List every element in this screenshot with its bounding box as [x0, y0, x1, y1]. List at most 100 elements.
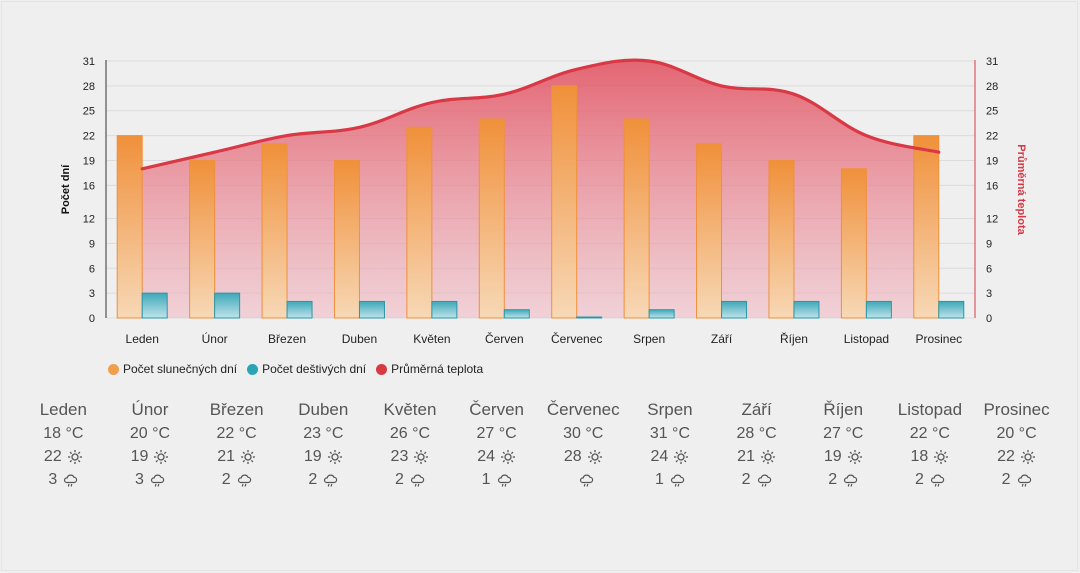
month-sunny-days: 22 [20, 445, 107, 468]
month-rainy-days: 2 [713, 468, 800, 491]
sun-icon [153, 449, 169, 465]
month-temperature: 28 °C [736, 425, 777, 442]
sun-icon [67, 449, 83, 465]
rainy-days-value: 3 [48, 471, 58, 488]
legend-item-temperature[interactable]: Průměrná teplota [376, 362, 483, 376]
y2-tick-label: 16 [986, 180, 998, 192]
sunny-days-value: 22 [43, 448, 62, 465]
rainy-days-bar [431, 300, 458, 319]
rain-cloud-icon [236, 472, 252, 488]
sunny-days-value: 23 [390, 448, 409, 465]
month-name: Listopad [897, 400, 963, 419]
sun-icon [847, 449, 863, 465]
rainy-days-bar [865, 300, 892, 319]
legend-label-rainy: Počet deštivých dní [262, 362, 367, 376]
month-sunny-days: 21 [193, 445, 280, 468]
sunny-days-value: 28 [563, 448, 582, 465]
monthly-summary-table: Leden 18 °C 22 3 Únor 20 °C 19 3 Březen 22 °C 21 2 D… [20, 398, 1060, 491]
month-rainy-days: 2 [280, 468, 367, 491]
sunny-days-bar [189, 159, 216, 319]
month-temperature: 27 °C [476, 425, 517, 442]
y-tick-label: 0 [89, 313, 95, 325]
month-rainy-days: 1 [453, 468, 540, 491]
y-tick-label: 31 [83, 56, 95, 68]
x-tick-label: Září [711, 332, 733, 346]
sun-icon [327, 449, 343, 465]
month-name: Červen [469, 400, 525, 419]
month-temperature: 22 °C [909, 425, 950, 442]
month-temperature: 20 °C [996, 425, 1037, 442]
month-sunny-days: 24 [453, 445, 540, 468]
sun-icon [673, 449, 689, 465]
y2-tick-label: 31 [986, 56, 998, 68]
rainy-days-bar [793, 300, 820, 319]
rainy-days-value: 2 [395, 471, 404, 488]
rain-cloud-icon [929, 472, 945, 488]
sunny-days-value: 24 [477, 448, 495, 465]
month-rainy-days: 2 [193, 468, 280, 491]
sunny-days-value: 24 [650, 448, 669, 465]
y2-tick-label: 9 [986, 238, 992, 250]
month-rainy-days: 3 [107, 468, 194, 491]
rainy-days-value: 2 [741, 471, 751, 488]
legend-label-sunny: Počet slunečných dní [123, 362, 238, 376]
y2-tick-label: 0 [986, 313, 992, 325]
rainy-days-bar [721, 300, 748, 319]
month-temperature: 23 °C [303, 425, 344, 442]
y2-tick-label: 28 [986, 81, 998, 93]
y2-tick-label: 19 [986, 155, 998, 167]
sun-icon [240, 449, 256, 465]
y-tick-label: 19 [83, 155, 95, 167]
rainy-days-bar [286, 300, 313, 319]
month-temperature: 22 °C [216, 425, 257, 442]
month-column: Srpen 31 °C 24 1 [627, 398, 714, 491]
rainy-days-bar [141, 292, 168, 319]
y2-tick-label: 3 [986, 288, 992, 300]
sunny-days-bar [768, 159, 795, 319]
rain-cloud-icon [669, 472, 685, 488]
month-rainy-days: 3 [20, 468, 107, 491]
x-tick-label: Únor [202, 331, 228, 346]
rainy-days-value: 2 [1001, 471, 1011, 488]
x-tick-label: Červen [485, 331, 524, 346]
sunny-days-value: 21 [217, 448, 236, 465]
rain-cloud-icon [1016, 472, 1032, 488]
rainy-days-bar [214, 292, 241, 319]
legend-swatch-rainy [247, 363, 259, 375]
month-sunny-days: 28 [540, 445, 627, 468]
legend-item-rainy[interactable]: Počet deštivých dní [247, 362, 366, 376]
sun-icon [500, 449, 516, 465]
y-tick-label: 28 [83, 81, 95, 93]
rainy-days-value: 2 [828, 471, 838, 488]
month-rainy-days: 2 [973, 468, 1060, 491]
month-name: Únor [131, 400, 169, 419]
legend-swatch-sunny [108, 363, 119, 375]
x-tick-label: Květen [413, 332, 450, 346]
sun-icon [413, 449, 429, 465]
sunny-days-bar [406, 126, 433, 319]
y2-tick-label: 25 [986, 106, 998, 118]
month-temperature: 18 °C [43, 425, 84, 442]
sunny-days-bar [696, 143, 723, 319]
month-sunny-days: 21 [713, 445, 800, 468]
y-tick-label: 9 [89, 238, 95, 250]
legend-item-sunny[interactable]: Počet slunečných dní [108, 362, 237, 376]
month-temperature: 30 °C [563, 425, 604, 442]
x-tick-label: Srpen [633, 332, 665, 346]
sunny-days-bar [840, 168, 867, 319]
y-tick-label: 6 [89, 263, 95, 275]
month-column: Listopad 22 °C 18 2 [887, 398, 974, 491]
x-tick-label: Březen [268, 332, 306, 346]
month-sunny-days: 19 [107, 445, 194, 468]
month-column: Leden 18 °C 22 3 [20, 398, 107, 491]
rain-cloud-icon [149, 472, 165, 488]
x-tick-label: Duben [342, 332, 377, 346]
month-temperature: 27 °C [823, 425, 864, 442]
rainy-days-value: 2 [221, 471, 231, 488]
rainy-days-value: 2 [914, 471, 924, 488]
month-rainy-days: 1 [627, 468, 714, 491]
rain-cloud-icon [322, 472, 338, 488]
month-column: Březen 22 °C 21 2 [193, 398, 280, 491]
sunny-days-value: 19 [130, 448, 149, 465]
y-axis-title: Počet dní [60, 164, 72, 214]
